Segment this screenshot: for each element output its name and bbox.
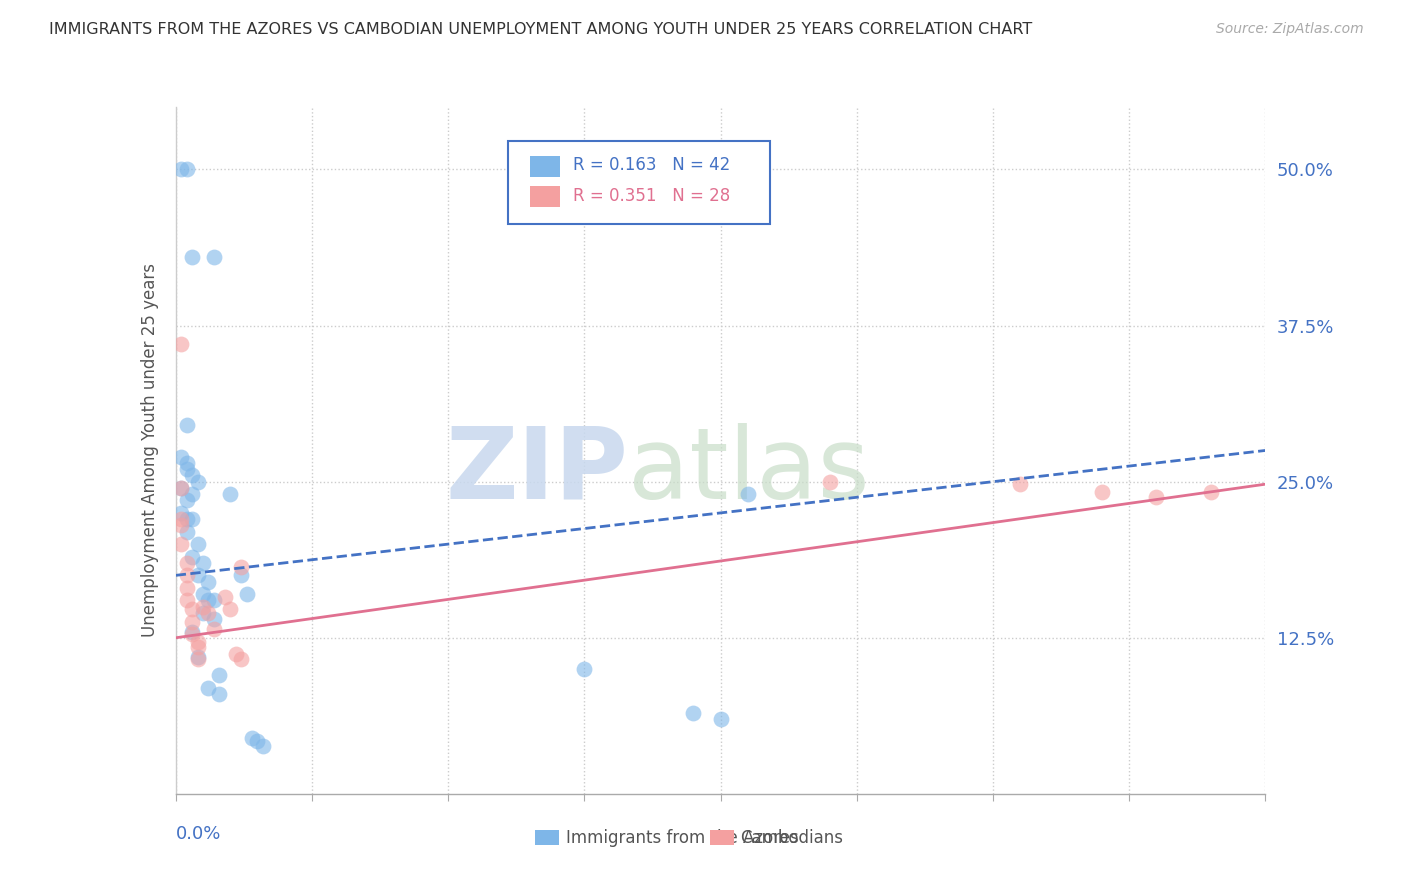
Point [1199, 484, 1222, 499]
Y-axis label: Unemployment Among Youth under 25 years: Unemployment Among Youth under 25 years [141, 263, 159, 638]
Point [176, 462, 198, 476]
Bar [530, 156, 561, 178]
Text: R = 0.351   N = 28: R = 0.351 N = 28 [574, 187, 731, 205]
Point [186, 634, 209, 648]
Point [170, 537, 193, 551]
Point [170, 506, 193, 520]
Point [170, 512, 193, 526]
Point [737, 487, 759, 501]
Point [176, 581, 198, 595]
Point [231, 559, 253, 574]
Point [181, 615, 204, 629]
Point [225, 647, 247, 661]
Point [170, 518, 193, 533]
Point [181, 627, 204, 641]
Point [181, 549, 204, 564]
Bar [710, 830, 734, 846]
Point [186, 649, 209, 664]
Text: ZIP: ZIP [446, 423, 628, 519]
Point [181, 468, 204, 483]
Point [186, 568, 209, 582]
Point [181, 487, 204, 501]
Point [176, 162, 198, 177]
Point [186, 537, 209, 551]
Point [176, 512, 198, 526]
Bar [536, 830, 560, 846]
FancyBboxPatch shape [508, 141, 769, 224]
Point [176, 593, 198, 607]
Text: Cambodians: Cambodians [740, 829, 844, 847]
Point [181, 602, 204, 616]
Point [197, 593, 219, 607]
Point [170, 337, 193, 351]
Point [235, 587, 257, 601]
Point [710, 712, 733, 726]
Point [170, 481, 193, 495]
Point [208, 687, 231, 701]
Point [202, 593, 225, 607]
Point [176, 418, 198, 433]
Point [191, 606, 214, 620]
Point [219, 602, 242, 616]
Text: atlas: atlas [628, 423, 869, 519]
Point [170, 162, 193, 177]
Point [176, 568, 198, 582]
Point [1091, 484, 1114, 499]
Text: Source: ZipAtlas.com: Source: ZipAtlas.com [1216, 22, 1364, 37]
Point [181, 624, 204, 639]
Point [186, 652, 209, 666]
Bar [530, 186, 561, 207]
Point [191, 599, 214, 614]
Text: 0.0%: 0.0% [176, 825, 221, 843]
Point [181, 250, 204, 264]
Point [176, 556, 198, 570]
Point [1144, 490, 1167, 504]
Point [197, 574, 219, 589]
Point [191, 556, 214, 570]
Point [574, 662, 596, 676]
Point [181, 512, 204, 526]
Point [191, 587, 214, 601]
Point [197, 606, 219, 620]
Point [186, 475, 209, 489]
Point [246, 734, 269, 748]
Point [818, 475, 841, 489]
Point [186, 640, 209, 654]
Point [202, 612, 225, 626]
Text: IMMIGRANTS FROM THE AZORES VS CAMBODIAN UNEMPLOYMENT AMONG YOUTH UNDER 25 YEARS : IMMIGRANTS FROM THE AZORES VS CAMBODIAN … [49, 22, 1032, 37]
Point [240, 731, 263, 745]
Point [1010, 477, 1032, 491]
Point [231, 652, 253, 666]
Point [170, 481, 193, 495]
Point [682, 706, 704, 720]
Point [176, 456, 198, 470]
Point [176, 493, 198, 508]
Point [252, 739, 274, 754]
Point [219, 487, 242, 501]
Point [231, 568, 253, 582]
Text: Immigrants from the Azores: Immigrants from the Azores [565, 829, 799, 847]
Point [170, 450, 193, 464]
Text: R = 0.163   N = 42: R = 0.163 N = 42 [574, 156, 731, 175]
Point [214, 590, 236, 604]
Point [202, 250, 225, 264]
Point [176, 524, 198, 539]
Point [202, 622, 225, 636]
Point [197, 681, 219, 695]
Point [208, 668, 231, 682]
